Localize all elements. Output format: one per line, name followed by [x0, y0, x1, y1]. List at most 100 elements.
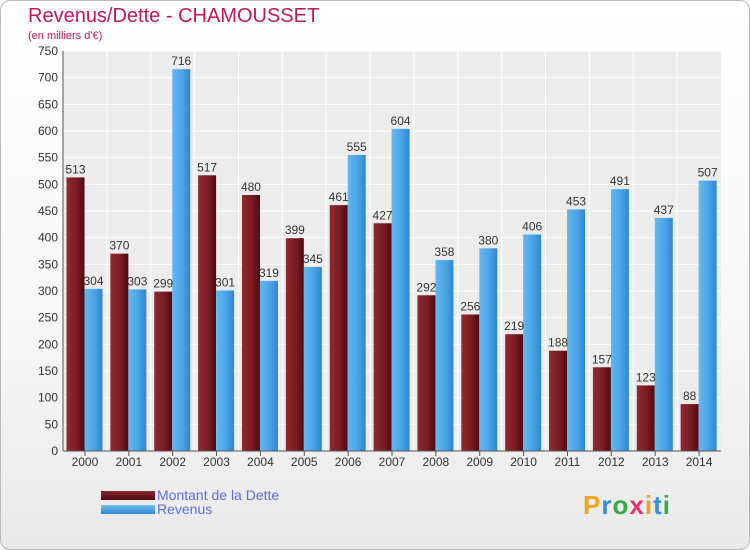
data-label-dette: 88: [683, 389, 697, 403]
bar-revenus: [259, 280, 278, 451]
data-label-revenus: 304: [83, 274, 103, 288]
data-label-revenus: 319: [259, 266, 279, 280]
x-tick-label: 2011: [555, 455, 581, 469]
bar-dette: [505, 334, 524, 451]
y-tick-label: 150: [38, 364, 58, 378]
x-tick-label: 2013: [642, 455, 669, 469]
data-label-dette: 513: [65, 162, 85, 176]
y-tick-label: 0: [51, 444, 58, 458]
y-tick-label: 650: [38, 97, 58, 111]
x-tick-label: 2000: [72, 455, 99, 469]
data-label-revenus: 406: [522, 219, 542, 233]
bar-dette: [636, 385, 655, 451]
data-label-dette: 157: [592, 352, 612, 366]
x-tick-label: 2004: [247, 455, 274, 469]
logo-letter: o: [612, 490, 630, 520]
data-label-revenus: 604: [391, 114, 411, 128]
bar-revenus: [128, 289, 147, 451]
y-tick-label: 250: [38, 311, 58, 325]
bar-dette: [66, 177, 85, 451]
bar-revenus: [84, 288, 103, 451]
bar-dette: [417, 295, 436, 451]
data-label-dette: 219: [504, 319, 524, 333]
y-tick-label: 100: [38, 391, 58, 405]
legend-label-dette: Montant de la Dette: [157, 487, 280, 503]
data-label-revenus: 555: [347, 140, 367, 154]
logo-letter: P: [583, 490, 602, 520]
data-label-dette: 427: [373, 208, 393, 222]
x-tick-label: 2014: [686, 455, 713, 469]
y-tick-label: 50: [45, 417, 59, 431]
data-label-revenus: 358: [434, 245, 454, 259]
data-label-dette: 370: [109, 239, 129, 253]
y-tick-label: 300: [38, 284, 58, 298]
x-tick-label: 2009: [466, 455, 493, 469]
bar-dette: [592, 367, 611, 451]
x-tick-label: 2001: [115, 455, 142, 469]
data-label-dette: 299: [153, 277, 173, 291]
bar-revenus: [216, 290, 235, 451]
y-tick-label: 550: [38, 151, 58, 165]
legend-label-revenus: Revenus: [157, 501, 213, 517]
proxiti-logo: Proxiti: [583, 490, 671, 521]
bar-dette: [110, 253, 129, 451]
x-tick-label: 2012: [598, 455, 625, 469]
x-tick-label: 2006: [335, 455, 362, 469]
y-tick-label: 400: [38, 231, 58, 245]
y-tick-label: 450: [38, 204, 58, 218]
x-tick-label: 2002: [159, 455, 186, 469]
bar-dette: [198, 175, 217, 451]
bar-revenus: [698, 180, 717, 451]
y-tick-label: 350: [38, 257, 58, 271]
bar-dette: [461, 314, 480, 451]
legend-item-revenus: Revenus: [101, 501, 213, 517]
x-tick-label: 2005: [291, 455, 318, 469]
data-label-dette: 123: [636, 370, 656, 384]
logo-letter: x: [629, 490, 645, 520]
data-label-revenus: 437: [654, 203, 674, 217]
data-label-revenus: 301: [215, 275, 235, 289]
legend-swatch-revenus: [101, 504, 155, 514]
logo-letter: r: [601, 490, 613, 520]
bar-revenus: [523, 234, 542, 451]
data-label-dette: 399: [285, 223, 305, 237]
y-tick-label: 500: [38, 177, 58, 191]
bar-revenus: [610, 189, 629, 451]
legend-item-dette: Montant de la Dette: [101, 487, 280, 503]
bar-revenus: [479, 248, 498, 451]
bar-dette: [680, 404, 699, 451]
data-label-revenus: 491: [610, 174, 630, 188]
bar-revenus: [567, 209, 586, 451]
data-label-dette: 256: [460, 299, 480, 313]
x-tick-label: 2003: [203, 455, 230, 469]
data-label-revenus: 716: [171, 54, 191, 68]
y-tick-label: 200: [38, 337, 58, 351]
bar-revenus: [391, 128, 410, 451]
data-label-dette: 188: [548, 336, 568, 350]
chart-title: Revenus/Dette - CHAMOUSSET: [28, 5, 320, 27]
data-label-dette: 292: [416, 280, 436, 294]
data-label-revenus: 303: [127, 274, 147, 288]
y-tick-label: 600: [38, 124, 58, 138]
bar-dette: [549, 350, 568, 451]
data-label-revenus: 453: [566, 194, 586, 208]
legend-swatch-dette: [101, 490, 155, 500]
x-tick-label: 2007: [379, 455, 406, 469]
bar-dette: [154, 291, 173, 451]
x-tick-label: 2010: [510, 455, 537, 469]
bar-revenus: [303, 267, 322, 451]
logo-letter: i: [644, 490, 654, 520]
bar-dette: [285, 238, 304, 451]
chart-subtitle: (en milliers d'€): [28, 30, 103, 42]
bar-dette: [373, 223, 392, 451]
y-tick-label: 750: [38, 44, 58, 58]
bar-revenus: [172, 69, 191, 451]
bar-revenus: [654, 217, 673, 451]
logo-letter: t: [653, 490, 663, 520]
data-label-dette: 517: [197, 160, 217, 174]
logo-letter: i: [662, 490, 671, 520]
y-tick-label: 700: [38, 71, 58, 85]
bar-revenus: [435, 260, 454, 451]
